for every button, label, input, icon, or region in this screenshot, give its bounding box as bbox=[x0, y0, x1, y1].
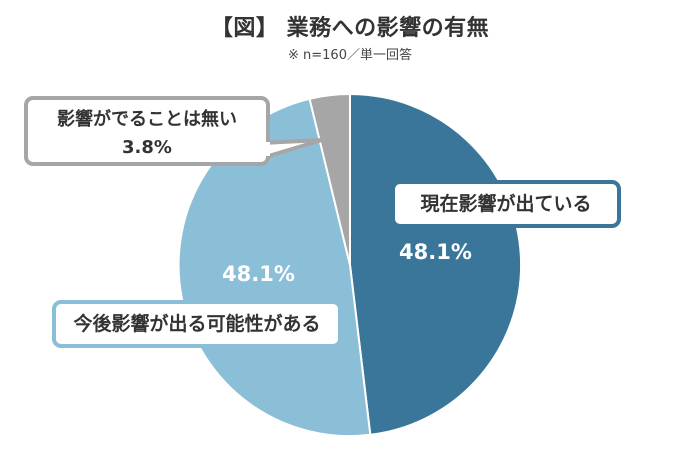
callout-current: 現在影響が出ている bbox=[391, 180, 621, 228]
slice-current bbox=[349, 92, 523, 436]
callout-future-label: 今後影響が出る可能性がある bbox=[73, 313, 321, 335]
callout-future: 今後影響が出る可能性がある bbox=[52, 300, 342, 348]
slice-none bbox=[308, 92, 351, 266]
pct-future: 48.1% bbox=[222, 262, 295, 286]
callout-current-label: 現在影響が出ている bbox=[420, 193, 592, 215]
callout-none: 影響がでることは無い 3.8% bbox=[24, 96, 270, 166]
chart-title: 【図】 業務への影響の有無 bbox=[210, 16, 490, 41]
chart-subtitle: ※ n=160／単一回答 bbox=[288, 48, 412, 63]
callout-none-pct: 3.8% bbox=[122, 137, 172, 158]
callout-none-label: 影響がでることは無い bbox=[57, 109, 237, 130]
pct-current: 48.1% bbox=[399, 240, 472, 264]
callout-pointer-cover bbox=[258, 142, 270, 156]
